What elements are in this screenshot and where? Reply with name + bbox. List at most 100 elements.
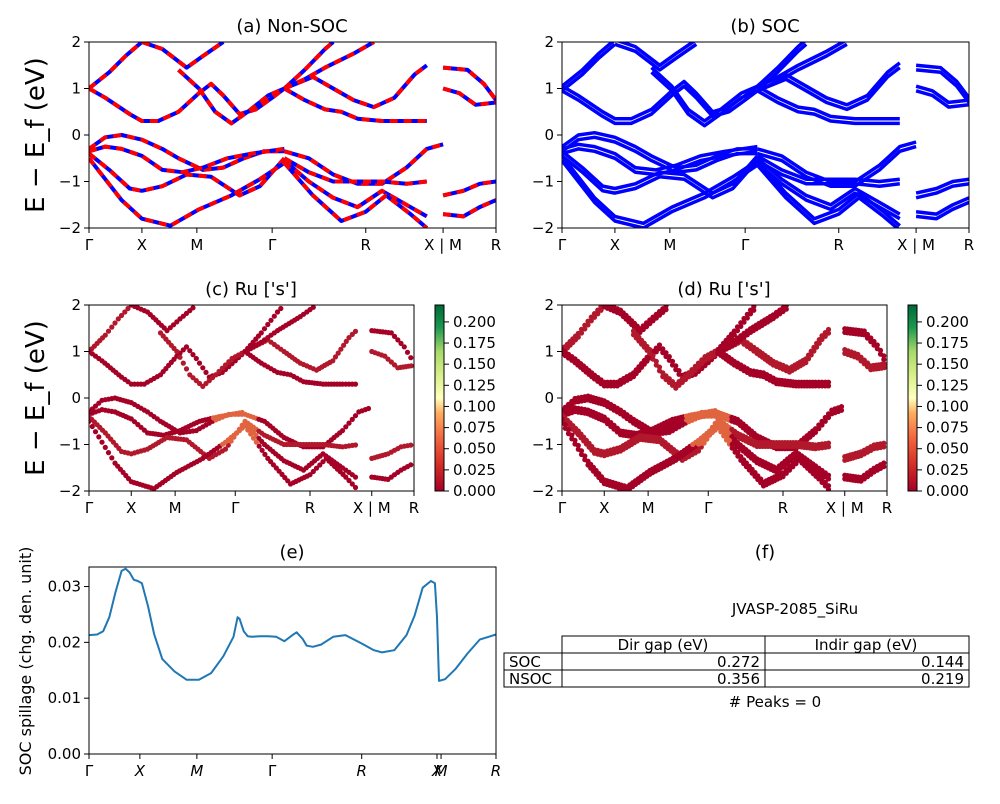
projected-band-point <box>352 328 359 334</box>
projected-band-point <box>320 459 326 465</box>
panel-b-xtick-label: X <box>610 236 620 254</box>
soc-band-line <box>756 84 900 121</box>
nonsoc-band-line-dashed <box>442 198 496 219</box>
projected-band-point <box>805 352 812 358</box>
gap-table: Dir gap (eV) Indir gap (eV) SOC 0.272 0.… <box>503 635 970 688</box>
projected-band-point <box>732 445 738 452</box>
projected-band-point <box>819 333 825 339</box>
projected-band-point <box>258 330 264 336</box>
nonsoc-band-line-dashed <box>442 65 496 102</box>
projected-band-point <box>190 305 196 311</box>
projected-band-point <box>274 309 281 315</box>
projected-band-point <box>190 352 196 358</box>
panel-e-xtick-label: Γ <box>268 762 277 780</box>
projected-band-point <box>582 453 588 459</box>
soc-band-line <box>756 42 847 88</box>
panel-b-xtick-label: X | M <box>897 236 935 254</box>
projected-band-point <box>408 462 414 468</box>
panel-f: (f) JVASP-2085_SiRu Dir gap (eV) Indir g… <box>503 542 970 711</box>
projected-band-point <box>250 435 257 441</box>
projected-band-point <box>816 472 822 478</box>
projected-band-point <box>352 413 359 419</box>
gap-table-header: Dir gap (eV) <box>618 636 709 654</box>
panel-d-ytick-label: −2 <box>532 482 554 500</box>
projected-band-point <box>783 467 789 473</box>
projected-band-point <box>102 332 108 338</box>
projected-band-point <box>105 450 112 456</box>
projected-band-point <box>271 313 277 319</box>
panel-d-xtick-label: Γ <box>558 499 567 517</box>
gap-table-cell-value: 0.272 <box>717 653 760 671</box>
panel-b-xtick-label: Γ <box>741 236 750 254</box>
soc-band-line <box>562 142 758 172</box>
panel-d-colorbar-tick-label: 0.175 <box>926 334 969 352</box>
projected-band-point <box>352 442 359 448</box>
projected-band-point <box>346 335 352 341</box>
projected-band-point <box>822 330 828 336</box>
projected-band-point <box>695 360 702 366</box>
projected-band-point <box>575 330 581 336</box>
projected-band-point <box>738 320 744 326</box>
soc-band-line <box>756 154 900 184</box>
panel-c-xtick-label: M <box>169 499 182 517</box>
soc-band-line <box>562 42 615 88</box>
projected-band-point <box>825 440 832 446</box>
panel-c-xtick-label: Γ <box>231 499 240 517</box>
panel-e-ylabel: SOC spillage (chg. den. unit) <box>16 547 35 776</box>
panel-d-ytick-label: 2 <box>544 296 554 314</box>
projected-band-point <box>676 368 682 374</box>
soc-band-line <box>915 196 969 216</box>
projected-band-point <box>200 365 206 371</box>
projected-band-point <box>871 338 877 345</box>
projected-band-point <box>105 328 112 334</box>
projected-band-point <box>352 474 359 480</box>
panel-e: (e) SOC spillage (chg. den. unit) 0.00 0.… <box>16 542 501 780</box>
projected-band-point <box>881 353 887 359</box>
panel-e-title: (e) <box>279 542 304 563</box>
projected-band-point <box>663 305 669 309</box>
projected-band-point <box>569 432 575 438</box>
nonsoc-band-line-dashed <box>442 86 496 107</box>
projected-band-point <box>686 370 692 376</box>
peaks-label: # Peaks = 0 <box>729 693 821 711</box>
nonsoc-band-line <box>442 65 496 102</box>
panel-a-xtick-label: M <box>190 236 203 254</box>
panel-b-ytick-label: −2 <box>532 219 554 237</box>
panel-e-xtick-label: R <box>356 762 366 780</box>
projected-band-point <box>112 320 118 326</box>
projected-band-point <box>653 358 659 364</box>
projected-band-point <box>881 444 887 450</box>
panel-c-xtick-label: X | M <box>353 499 391 517</box>
nonsoc-band-line-dashed <box>141 42 225 70</box>
soc-band-line <box>756 140 917 184</box>
projected-band-point <box>307 472 313 478</box>
projected-band-point <box>656 364 663 370</box>
projected-band-point <box>226 359 232 365</box>
gap-table-row-label: NSOC <box>509 670 552 688</box>
projected-band-point <box>751 305 757 310</box>
projected-band-point <box>102 444 108 450</box>
panel-a-ytick-label: 1 <box>71 80 81 98</box>
projected-band-point <box>346 420 352 426</box>
panel-c-colorbar-tick-label: 0.125 <box>453 376 496 394</box>
projected-band-point <box>578 448 585 454</box>
nonsoc-band-line-dashed <box>283 86 427 123</box>
panel-c-xtick-label: X <box>126 499 136 517</box>
panel-e-xtick-label: M <box>435 762 448 780</box>
soc-band-line <box>650 66 759 123</box>
panel-e-ytick-label: 0.01 <box>48 689 81 707</box>
projected-band-point <box>663 350 669 356</box>
projected-band-point <box>741 315 747 322</box>
panel-e-ytick-label: 0.00 <box>48 745 81 763</box>
projected-band-point <box>177 354 183 360</box>
projected-band-point <box>653 345 659 351</box>
projected-band-point <box>562 422 568 428</box>
projected-band-point <box>812 426 819 432</box>
panel-a-frame <box>88 41 497 229</box>
projected-band-point <box>877 347 884 353</box>
soc-band-line <box>756 42 848 93</box>
panel-e-frame <box>88 566 497 755</box>
panel-c-xtick-label: R <box>305 499 315 517</box>
nonsoc-band-line-dashed <box>442 179 496 198</box>
